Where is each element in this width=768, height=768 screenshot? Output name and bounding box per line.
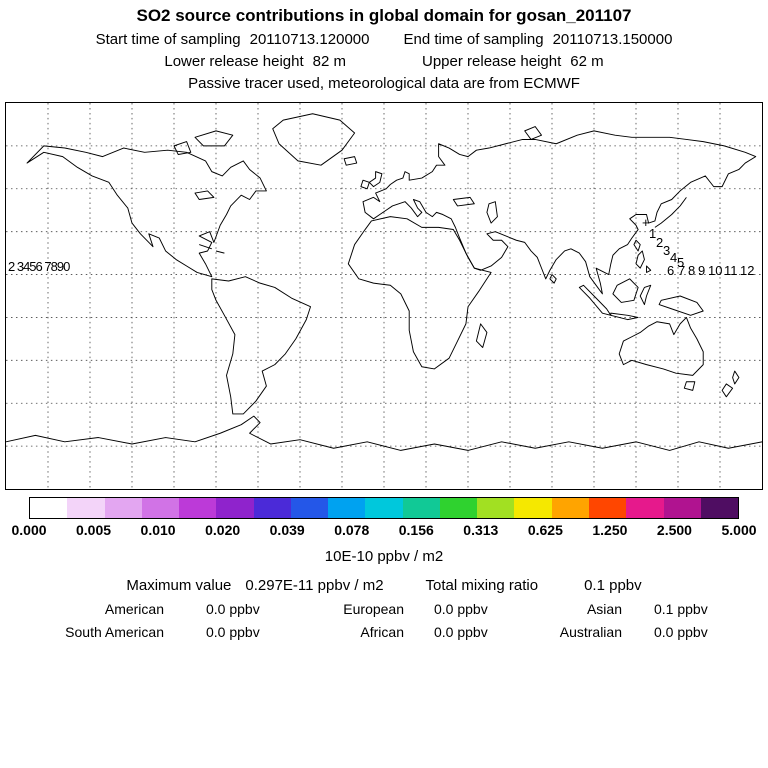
upper-height-value: 62 m [570,53,604,70]
colorbar-segment [253,498,291,518]
sampling-times-line: Start time of sampling 20110713.120000 E… [0,31,768,48]
colorbar-segment [104,498,142,518]
colorbar-segment [290,498,329,518]
map-annotation: 10 [708,263,723,278]
colorbar-tick-label: 0.313 [463,522,499,538]
map-annotation: 11 [724,263,738,278]
colorbar-tick-label: 5.000 [721,522,757,538]
map-annotation: 7 [678,263,686,278]
colorbar-segment [365,498,403,518]
total-mixing-ratio-value: 0.1 ppbv [584,577,642,594]
colorbar-segment [477,498,515,518]
colorbar-segment [30,498,68,518]
statistics-top-line: Maximum value 0.297E-11 ppbv / m2 Total … [0,577,768,594]
end-time-value: 20110713.150000 [552,31,673,48]
max-value-label: Maximum value [126,577,232,594]
colorbar-tick-label: 0.010 [140,522,176,538]
region-label: African [360,624,404,640]
graticule [6,103,762,489]
lower-height-label: Lower release height [164,53,304,70]
page-title: SO2 source contributions in global domai… [136,6,632,25]
colorbar-tick-label: 0.156 [398,522,434,538]
map-annotation: 3 [663,243,671,258]
map-annotation: + [642,215,650,230]
map-annotation: 2 [656,235,664,250]
regional-stats-row: South American 0.0 ppbv African 0.0 ppbv Aus… [0,624,768,640]
coastlines [6,113,762,451]
colorbar-segment [179,498,217,518]
colorbar-ticks: 0.000 0.005 0.010 0.020 0.039 0.078 0.156 0.313… [11,522,756,540]
colorbar-segment [626,498,664,518]
colorbar-segment [216,498,254,518]
regional-stats-row: American 0.0 ppbv European 0.0 ppbv Asian 0.1… [0,601,768,617]
statistics: Maximum value 0.297E-11 ppbv / m2 Total … [0,577,768,640]
end-time-label: End time of sampling [403,31,544,48]
region-value: 0.0 ppbv [434,601,488,617]
region-value: 0.0 ppbv [206,601,260,617]
world-map: +1 2 3 4 5 6 7 8 9 10 11 12 2 3456 7890 [5,102,763,490]
total-mixing-ratio-label: Total mixing ratio [425,577,539,594]
colorbar-unit: 10E-10 ppbv / m2 [324,548,444,565]
region-label: European [343,601,404,617]
max-value: 0.297E-11 ppbv / m2 [245,577,384,594]
map-annotation: 12 [740,263,755,278]
colorbar-segment [588,498,627,518]
region-value: 0.1 ppbv [654,601,708,617]
region-label: South American [65,624,164,640]
colorbar-segment [67,498,105,518]
map-annotation: 4 [670,250,678,265]
world-map-svg [6,103,762,489]
colorbar-tick-label: 0.005 [76,522,112,538]
region-label: American [104,601,164,617]
colorbar-tick-label: 0.078 [334,522,370,538]
map-annotation: 8 [688,263,696,278]
lower-height-value: 82 m [312,53,346,70]
tracer-line: Passive tracer used, meteorological data… [188,75,580,92]
region-value: 0.0 ppbv [206,624,260,640]
colorbar-tick-label: 0.020 [205,522,241,538]
colorbar-segment [141,498,180,518]
colorbar: 0.000 0.005 0.010 0.020 0.039 0.078 0.156 0.313… [0,497,768,565]
colorbar-tick-label: 1.250 [592,522,628,538]
map-annotation: 2 3456 7890 [8,259,70,274]
start-time-label: Start time of sampling [95,31,241,48]
colorbar-tick-label: 0.625 [527,522,563,538]
colorbar-segment [402,498,440,518]
colorbar-segment [700,498,739,518]
map-annotation: 5 [677,255,685,270]
upper-height-label: Upper release height [422,53,562,70]
region-value: 0.0 ppbv [654,624,708,640]
region-value: 0.0 ppbv [434,624,488,640]
colorbar-segment [514,498,552,518]
colorbar-tick-label: 0.000 [11,522,47,538]
colorbar-bar [29,497,739,519]
region-label: Australian [559,624,622,640]
release-heights-line: Lower release height 82 m Upper release … [0,53,768,70]
regional-stats-rows: American 0.0 ppbv European 0.0 ppbv Asian 0.1… [0,601,768,640]
map-annotation: 9 [698,263,706,278]
map-annotation: 6 [667,263,675,278]
map-annotation: 1 [649,226,657,241]
colorbar-segment [551,498,589,518]
colorbar-segment [663,498,701,518]
start-time-value: 20110713.120000 [249,31,370,48]
colorbar-tick-label: 0.039 [269,522,305,538]
colorbar-segment [328,498,366,518]
region-label: Asian [586,601,622,617]
colorbar-tick-label: 2.500 [656,522,692,538]
colorbar-segment [439,498,478,518]
